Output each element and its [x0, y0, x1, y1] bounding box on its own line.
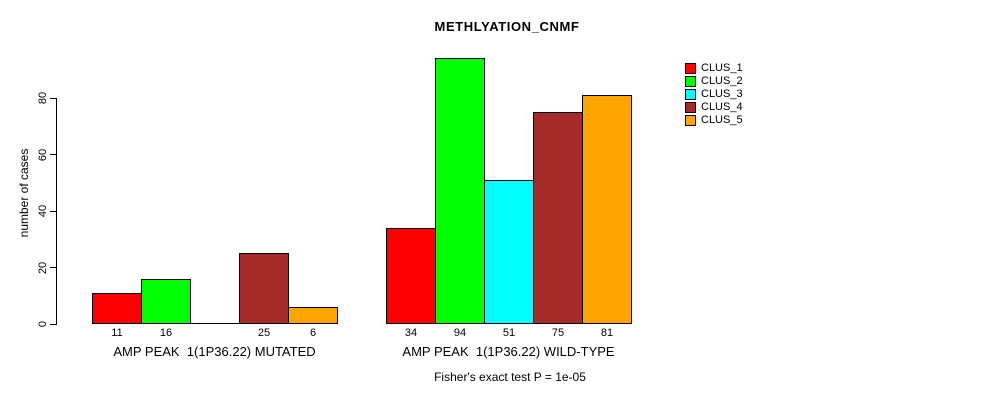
y-tick-label: 80 [37, 91, 49, 105]
bar-value-clus_2-mutated: 16 [159, 327, 173, 339]
legend-item-clus_4: CLUS_4 [685, 101, 743, 114]
bar-value-clus_2-wild-type: 94 [453, 327, 467, 339]
x-group-label-mutated: AMP PEAK 1(1P36.22) MUTATED [113, 344, 316, 359]
y-axis-line [56, 98, 57, 325]
y-tick-mark [50, 267, 56, 268]
y-tick-mark [50, 97, 56, 99]
legend-label-clus_1: CLUS_1 [701, 62, 743, 74]
legend-item-clus_3: CLUS_3 [685, 88, 743, 101]
y-tick-label: 40 [37, 204, 49, 218]
x-group-label-wild-type: AMP PEAK 1(1P36.22) WILD-TYPE [402, 344, 615, 359]
bar-value-clus_5-mutated: 6 [309, 327, 317, 339]
bar-clus_4-mutated [239, 253, 289, 324]
bar-clus_2-wild-type [435, 58, 485, 324]
legend-label-clus_5: CLUS_5 [701, 114, 743, 126]
y-tick-mark [50, 323, 56, 325]
bar-value-clus_1-wild-type: 34 [404, 327, 418, 339]
chart-title: METHLYATION_CNMF [434, 19, 580, 34]
bar-clus_5-wild-type [582, 95, 632, 324]
bar-value-clus_4-mutated: 25 [257, 327, 271, 339]
y-tick-mark [50, 154, 56, 155]
bar-clus_1-wild-type [386, 228, 436, 324]
bar-clus_2-mutated [141, 279, 191, 324]
legend-swatch-clus_5 [685, 115, 696, 126]
bar-value-clus_4-wild-type: 75 [551, 327, 565, 339]
legend-item-clus_1: CLUS_1 [685, 62, 743, 75]
bar-value-clus_1-mutated: 11 [111, 327, 123, 339]
y-tick-label: 20 [37, 261, 49, 274]
legend-swatch-clus_3 [685, 89, 696, 100]
bar-clus_4-wild-type [533, 112, 583, 324]
bar-clus_3-wild-type [484, 180, 534, 324]
legend-item-clus_2: CLUS_2 [685, 75, 743, 88]
fisher-exact-test-caption: Fisher's exact test P = 1e-05 [434, 370, 586, 384]
y-tick-label: 0 [37, 320, 49, 328]
bar-clus_3-mutated-zero [190, 323, 240, 324]
bar-clus_1-mutated [92, 293, 142, 324]
y-tick-mark [50, 210, 56, 212]
bar-value-clus_5-wild-type: 81 [600, 327, 614, 339]
legend-swatch-clus_1 [685, 63, 696, 74]
legend-swatch-clus_2 [685, 76, 696, 87]
legend-label-clus_3: CLUS_3 [701, 88, 743, 100]
bar-clus_5-mutated [288, 307, 338, 324]
legend-label-clus_2: CLUS_2 [701, 75, 743, 87]
legend-item-clus_5: CLUS_5 [685, 114, 743, 127]
y-tick-label: 60 [37, 148, 49, 161]
legend-label-clus_4: CLUS_4 [701, 101, 743, 113]
bar-value-clus_3-wild-type: 51 [502, 327, 516, 339]
y-axis-label: number of cases [17, 148, 31, 238]
legend-swatch-clus_4 [685, 102, 696, 113]
